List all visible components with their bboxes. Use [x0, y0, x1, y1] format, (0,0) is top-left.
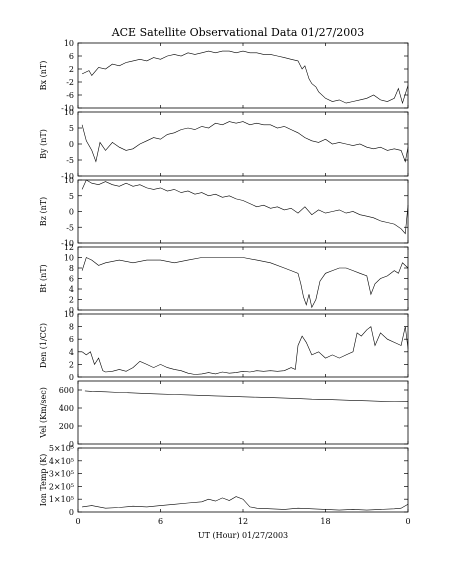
y-axis-label-bx: Bx (nT) [39, 61, 48, 91]
y-tick-label-by: 0 [69, 140, 74, 149]
panel-vel: Vel (Km/sec) 600 400 200 0 [39, 380, 409, 449]
x-tick-label: 0 [405, 517, 410, 526]
x-tick-label: 12 [238, 517, 248, 526]
y-tick-label-bx: -10 [61, 104, 74, 113]
panel-temp: Ion Temp (K) 5×10⁵ 4×10⁵ 3×10⁵ 2×10⁵ 1×10⁵ 0 [39, 444, 409, 517]
y-tick-label-bx: 2 [69, 65, 74, 74]
panel-frame [77, 42, 409, 109]
y-tick-label-by: 5 [69, 124, 74, 133]
chart-title: ACE Satellite Observational Data 01/27/2… [111, 26, 365, 39]
panel-den: Den (1/CC) 10 8 6 4 2 0 [39, 310, 409, 382]
x-axis-ticks: 0 6 12 18 0 [75, 517, 410, 526]
panel-frame [77, 380, 409, 445]
y-axis-label-den: Den (1/CC) [39, 323, 48, 368]
y-tick-label-bz: -5 [66, 223, 74, 232]
series-line-bt [81, 257, 409, 309]
y-tick-label-bx: -2 [66, 78, 74, 87]
x-axis-label: UT (Hour) 01/27/2003 [198, 531, 288, 540]
y-axis-label-by: By (nT) [39, 129, 48, 159]
y-tick-label-den: 8 [69, 323, 74, 332]
y-tick-label-temp: 1×10⁵ [49, 495, 74, 504]
y-tick-label-den: 4 [69, 348, 74, 357]
y-tick-label-temp: 2×10⁵ [49, 482, 74, 491]
y-tick-label-den: 6 [69, 335, 74, 344]
series-line-by [81, 121, 409, 163]
series-line-bx [81, 50, 409, 105]
y-tick-label-temp: 3×10⁵ [49, 470, 74, 479]
panel-frame [77, 313, 409, 378]
y-tick-label-bt: 2 [69, 296, 74, 305]
series-line-bz [81, 179, 409, 235]
y-tick-label-temp: 0 [69, 508, 74, 517]
y-axis-label-vel: Vel (Km/sec) [39, 387, 48, 439]
y-tick-label-bt: 0 [69, 306, 74, 315]
y-tick-label-bt: 12 [64, 243, 74, 252]
y-axis-label-temp: Ion Temp (K) [39, 454, 48, 507]
y-tick-label-by: -5 [66, 156, 74, 165]
x-tick-label: 18 [320, 517, 330, 526]
y-tick-label-bz: 5 [69, 192, 74, 201]
y-tick-label-den: 2 [69, 360, 74, 369]
y-tick-label-by: 10 [64, 108, 74, 117]
y-tick-label-bx: 10 [64, 39, 74, 48]
y-tick-label-bz: -10 [61, 239, 74, 248]
y-tick-label-temp: 5×10⁵ [49, 444, 74, 453]
y-tick-label-vel: 600 [59, 386, 74, 395]
panel-bz: Bz (nT) 10 5 0 -5 -10 [39, 176, 409, 248]
series-line-temp [82, 496, 409, 511]
y-tick-label-bz: 0 [69, 208, 74, 217]
y-tick-label-bt: 4 [69, 285, 74, 294]
series-line-den [81, 326, 409, 375]
panel-bx: Bx (nT) 10 6 2 -2 -6 -10 [39, 39, 409, 113]
y-tick-label-vel: 0 [69, 440, 74, 449]
y-tick-label-bx: -6 [66, 91, 74, 100]
y-tick-label-den: 0 [69, 373, 74, 382]
y-tick-label-bz: 10 [64, 176, 74, 185]
panel-bt: Bt (nT) 12 108 64 20 [39, 243, 409, 315]
x-tick-label: 0 [75, 517, 80, 526]
y-tick-label-bx: 6 [69, 52, 74, 61]
y-tick-label-vel: 200 [59, 422, 74, 431]
y-tick-label-bt: 8 [69, 264, 74, 273]
y-axis-label-bt: Bt (nT) [39, 264, 48, 292]
y-tick-label-vel: 400 [59, 404, 74, 413]
y-tick-label-temp: 4×10⁵ [49, 457, 74, 466]
panel-by: By (nT) 10 5 0 -5 -10 [39, 108, 409, 181]
y-tick-label-bt: 6 [69, 275, 74, 284]
panel-frame [77, 179, 409, 244]
y-tick-label-bt: 10 [64, 254, 74, 263]
y-tick-label-den: 10 [64, 310, 74, 319]
y-tick-label-by: -10 [61, 172, 74, 181]
panel-frame [77, 246, 409, 311]
x-tick-label: 6 [158, 517, 163, 526]
panel-frame [77, 447, 409, 513]
series-line-vel [84, 390, 409, 402]
y-axis-label-bz: Bz (nT) [39, 197, 48, 226]
